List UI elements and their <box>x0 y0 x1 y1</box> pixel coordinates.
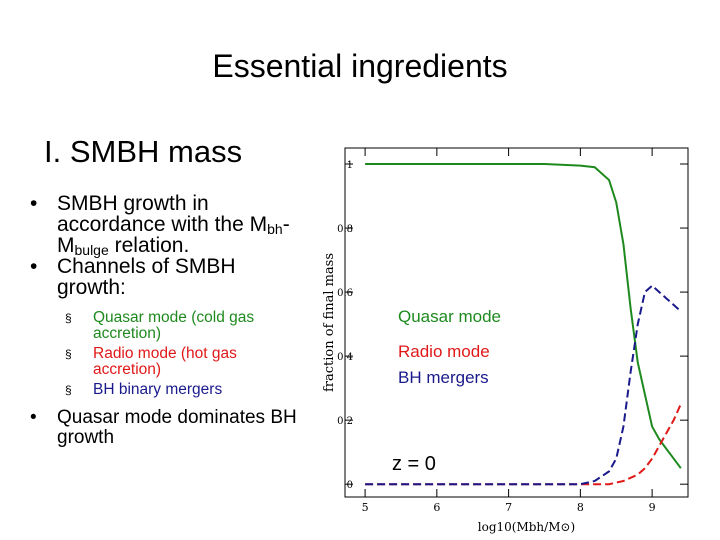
sub-bullet: BH binary mergers <box>57 382 305 399</box>
legend-entry: Quasar mode <box>398 307 501 326</box>
sub-bullet: Radio mode (hot gas accretion) <box>57 346 305 378</box>
x-tick-label: 5 <box>362 501 369 514</box>
sub-bullet-list: Quasar mode (cold gas accretion) Radio m… <box>57 310 305 399</box>
bullet: SMBH growth in accordance with the Mbh-M… <box>30 192 305 258</box>
plot-frame <box>344 147 689 498</box>
x-tick-label: 8 <box>577 501 584 514</box>
y-tick-label: 1 <box>347 160 353 171</box>
bullet-text: relation. <box>108 234 190 257</box>
legend-entry: Radio mode <box>398 342 490 361</box>
slide-title: Essential ingredients <box>212 48 508 84</box>
y-tick-label: 0.4 <box>337 352 353 363</box>
bullet-text: SMBH growth in accordance with the M <box>57 192 268 236</box>
x-tick-label: 9 <box>649 501 656 514</box>
y-tick-label: 0.2 <box>337 416 353 427</box>
sub-bullet: Quasar mode (cold gas accretion) <box>57 310 305 342</box>
annotation: z = 0 <box>392 453 436 475</box>
subscript: bh <box>267 221 283 237</box>
subscript: bulge <box>74 242 109 258</box>
bullet-text: -M <box>57 213 290 257</box>
bullet: Channels of SMBH growth: Quasar mode (co… <box>30 256 305 398</box>
series-line <box>365 163 682 469</box>
bullet: Quasar mode dominates BH growth <box>30 408 305 448</box>
bullet-list: SMBH growth in accordance with the Mbh-M… <box>30 193 305 448</box>
legend-entry: BH mergers <box>398 368 489 387</box>
y-tick-label: 0.8 <box>337 224 353 235</box>
x-axis-label: log10(Mbh/M⊙) <box>478 520 575 534</box>
x-tick-label: 6 <box>433 501 440 514</box>
y-tick-label: 0 <box>347 480 353 491</box>
y-axis-label: fraction of final mass <box>322 253 337 392</box>
series-line <box>365 284 682 486</box>
y-tick-label: 0.6 <box>337 288 353 299</box>
bullet-text: Channels of SMBH growth: <box>57 255 236 299</box>
x-tick-label: 7 <box>505 501 512 514</box>
section-heading: I. SMBH mass <box>44 134 243 169</box>
